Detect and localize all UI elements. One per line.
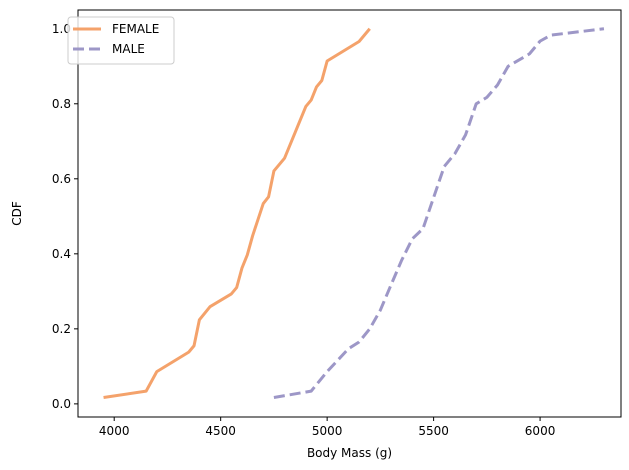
legend-label: FEMALE xyxy=(112,22,159,36)
series-line-female xyxy=(103,27,371,399)
legend: FEMALE MALE xyxy=(67,16,175,65)
x-tick-label: 4500 xyxy=(205,424,236,438)
plot-frame xyxy=(77,9,622,418)
y-tick-label: 0.6 xyxy=(52,172,71,186)
y-tick-label: 0.2 xyxy=(52,322,71,336)
x-tick-label: 5000 xyxy=(312,424,343,438)
y-axis-title: CDF xyxy=(10,201,24,226)
y-tick-label: 1.0 xyxy=(52,22,71,36)
x-tick-label: 4000 xyxy=(99,424,130,438)
y-tick-label: 0.4 xyxy=(52,247,71,261)
series-line-male xyxy=(273,27,605,399)
y-tick-label: 0.0 xyxy=(52,397,71,411)
x-axis-title: Body Mass (g) xyxy=(307,446,392,460)
plot-lines xyxy=(103,27,605,399)
legend-label: MALE xyxy=(112,42,145,56)
y-axis: 0.0 0.2 0.4 0.6 0.8 1.0 xyxy=(52,22,78,411)
x-tick-label: 6000 xyxy=(525,424,556,438)
y-tick-label: 0.8 xyxy=(52,97,71,111)
x-tick-label: 5500 xyxy=(418,424,449,438)
x-axis: 4000 4500 5000 5500 6000 xyxy=(99,417,555,438)
